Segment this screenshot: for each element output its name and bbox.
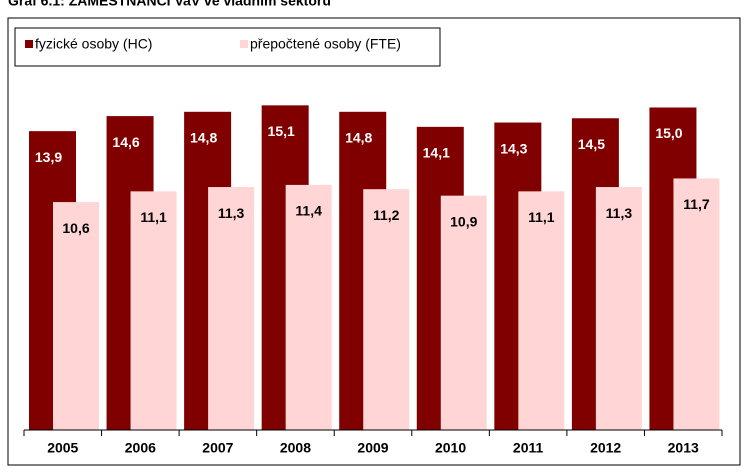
- bar: [208, 187, 255, 430]
- x-tick-label: 2010: [435, 440, 466, 456]
- legend-swatch: [240, 40, 248, 48]
- value-label: 14,5: [578, 136, 605, 152]
- value-label: 14,1: [423, 145, 450, 161]
- x-tick-label: 2009: [357, 440, 388, 456]
- bar: [363, 189, 410, 430]
- x-tick-label: 2006: [125, 440, 156, 456]
- legend-swatch: [25, 40, 33, 48]
- value-label: 14,8: [345, 130, 372, 146]
- value-label: 13,9: [35, 149, 62, 165]
- x-tick-label: 2005: [47, 440, 78, 456]
- x-tick-label: 2007: [202, 440, 233, 456]
- bar: [440, 195, 487, 430]
- x-tick-label: 2012: [590, 440, 621, 456]
- bar: [53, 202, 99, 430]
- bar: [595, 187, 642, 430]
- value-label: 14,3: [500, 140, 527, 156]
- x-tick-label: 2011: [513, 440, 544, 456]
- value-label: 10,6: [62, 220, 89, 236]
- x-tick-label: 2013: [668, 440, 699, 456]
- bar: [518, 191, 565, 430]
- value-label: 11,3: [606, 205, 633, 221]
- bar: [130, 191, 177, 430]
- value-label: 14,6: [112, 134, 139, 150]
- value-label: 11,3: [218, 205, 245, 221]
- legend-label: přepočtené osoby (FTE): [250, 36, 401, 52]
- value-label: 10,9: [450, 213, 477, 229]
- legend-label: fyzické osoby (HC): [35, 36, 152, 52]
- bar: [285, 184, 332, 430]
- value-label: 15,1: [268, 123, 295, 139]
- bar: [673, 178, 720, 430]
- value-label: 11,7: [683, 196, 710, 212]
- value-label: 14,8: [190, 130, 217, 146]
- value-label: 15,0: [655, 125, 682, 141]
- legend-box: [14, 27, 441, 67]
- value-label: 11,2: [373, 207, 400, 223]
- value-label: 11,1: [140, 209, 167, 225]
- chart-frame: [7, 17, 741, 466]
- chart-title: Graf 6.1: ZAMĚSTNANCI VaV ve vládním sek…: [8, 0, 331, 9]
- x-tick-label: 2008: [280, 440, 311, 456]
- value-label: 11,4: [295, 203, 322, 219]
- value-label: 11,1: [528, 209, 555, 225]
